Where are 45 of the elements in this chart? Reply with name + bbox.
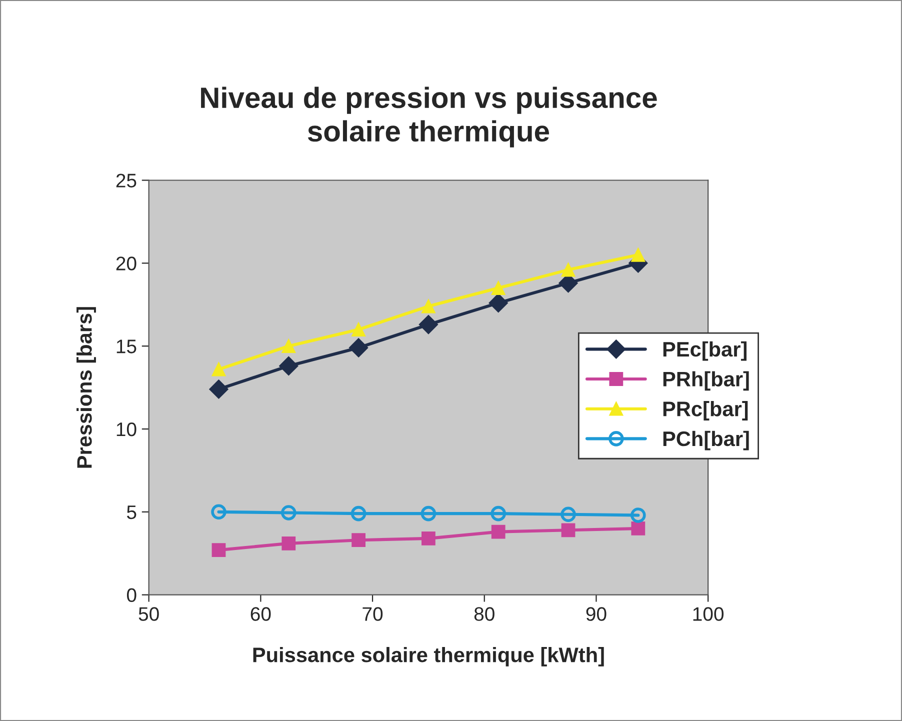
y-axis-title: Pressions [bars]: [76, 307, 96, 468]
point: [420, 506, 436, 522]
point: [488, 293, 508, 312]
point: [352, 533, 366, 548]
y-tick-label: 0: [126, 588, 136, 602]
legend-label: PCh[bar]: [663, 430, 749, 450]
x-tick-label: 60: [250, 607, 271, 621]
x-tick-label: 90: [586, 607, 606, 621]
y-tick-label: 25: [116, 174, 136, 188]
point: [418, 314, 438, 334]
point: [212, 543, 226, 557]
y-tick-label: 5: [126, 506, 136, 520]
point: [209, 380, 228, 399]
point: [211, 504, 226, 520]
point: [350, 506, 366, 522]
point: [422, 299, 436, 314]
x-tick-label: 80: [474, 607, 494, 621]
point: [491, 524, 506, 539]
point: [561, 262, 576, 277]
point: [352, 322, 366, 336]
point: [491, 281, 506, 295]
x-axis-title: Puissance solaire thermique [kWth]: [253, 646, 604, 666]
x-tick-label: 50: [138, 607, 159, 621]
point: [281, 505, 296, 520]
y-tick-label: 10: [116, 422, 136, 436]
point: [279, 356, 298, 376]
point: [631, 248, 646, 262]
legend-label: PRc[bar]: [663, 401, 748, 420]
point: [282, 536, 296, 550]
chart-title: Niveau de pression vs puissance solaire thermique: [201, 86, 657, 148]
point: [631, 522, 646, 536]
point: [282, 339, 296, 354]
point: [490, 506, 506, 522]
point: [212, 362, 226, 376]
point: [561, 523, 576, 538]
y-tick-label: 15: [116, 340, 136, 354]
point: [349, 338, 368, 358]
x-tick-label: 100: [693, 607, 724, 621]
legend-label: PRh[bar]: [663, 371, 749, 391]
legend-label: PEc[bar]: [663, 341, 747, 361]
point: [560, 506, 576, 522]
point: [630, 508, 646, 523]
y-tick-label: 20: [116, 256, 136, 270]
x-tick-label: 70: [362, 607, 383, 621]
point: [422, 532, 436, 546]
